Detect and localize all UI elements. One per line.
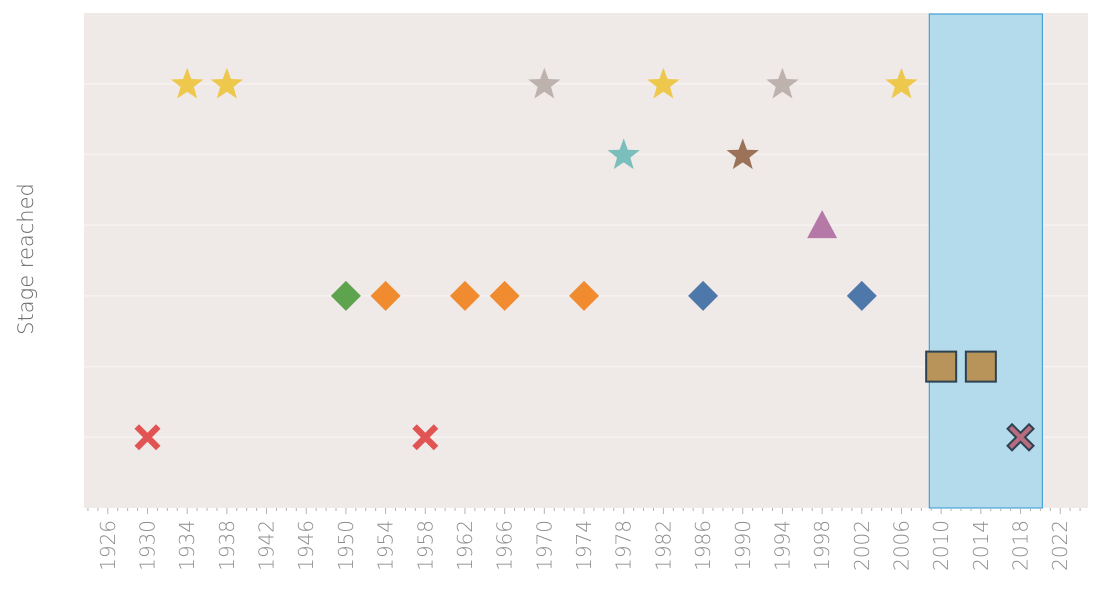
x-tick-label: 1958 (413, 520, 437, 571)
data-point-square (964, 350, 997, 383)
data-point-star (607, 138, 640, 170)
data-point-star (885, 67, 918, 99)
data-point-star (171, 67, 204, 99)
x-tick-label: 1930 (135, 520, 159, 571)
data-point-star (766, 67, 799, 99)
x-tick-label: 1962 (453, 520, 477, 571)
data-point-square (925, 350, 958, 383)
x-tick-label: 2006 (889, 520, 913, 571)
data-points (134, 67, 1035, 452)
x-tick-label: 1954 (374, 520, 398, 571)
data-point-diamond (489, 280, 520, 311)
plot-background (84, 13, 1088, 508)
data-point-diamond (846, 280, 877, 311)
x-tick-label: 1966 (493, 520, 517, 571)
data-point-cross (412, 424, 439, 451)
x-tick-label: 2018 (1009, 520, 1033, 571)
data-point-diamond (688, 280, 719, 311)
x-tick-label: 1978 (612, 520, 636, 571)
data-point-star (528, 67, 561, 99)
data-point-diamond (330, 280, 361, 311)
x-tick-label: 1998 (810, 520, 834, 571)
x-tick-label: 1942 (255, 520, 279, 571)
data-point-diamond (569, 280, 600, 311)
data-point-diamond (449, 280, 480, 311)
x-tick-label: 1982 (651, 520, 675, 571)
y-axis-label: Stage reached (14, 183, 38, 335)
data-point-diamond (370, 280, 401, 311)
x-tick-label: 1974 (572, 520, 596, 571)
x-tick-label: 1950 (334, 520, 358, 571)
x-tick-label: 1986 (691, 520, 715, 571)
x-axis-ticks: 1926 1930 1934 1938 1942 1946 1950 1954 1958 1962… (87, 508, 1081, 571)
data-point-triangle (807, 210, 838, 239)
x-tick-label: 2014 (969, 520, 993, 571)
x-tick-label: 2022 (1048, 520, 1072, 571)
data-point-cross (134, 424, 161, 451)
x-tick-label: 1926 (96, 520, 120, 571)
data-point-cross (1006, 422, 1035, 452)
x-tick-label: 1946 (294, 520, 318, 571)
x-tick-label: 1994 (770, 520, 794, 571)
x-tick-label: 1970 (532, 520, 556, 571)
x-tick-label: 1990 (731, 520, 755, 571)
x-tick-label: 1934 (175, 520, 199, 571)
data-point-star (647, 67, 680, 99)
highlight-band (928, 13, 1043, 509)
data-point-star (210, 67, 244, 99)
x-tick-label: 2010 (929, 520, 953, 571)
x-tick-label: 1938 (215, 520, 239, 571)
data-point-star (726, 138, 759, 170)
x-tick-label: 2002 (850, 520, 874, 571)
